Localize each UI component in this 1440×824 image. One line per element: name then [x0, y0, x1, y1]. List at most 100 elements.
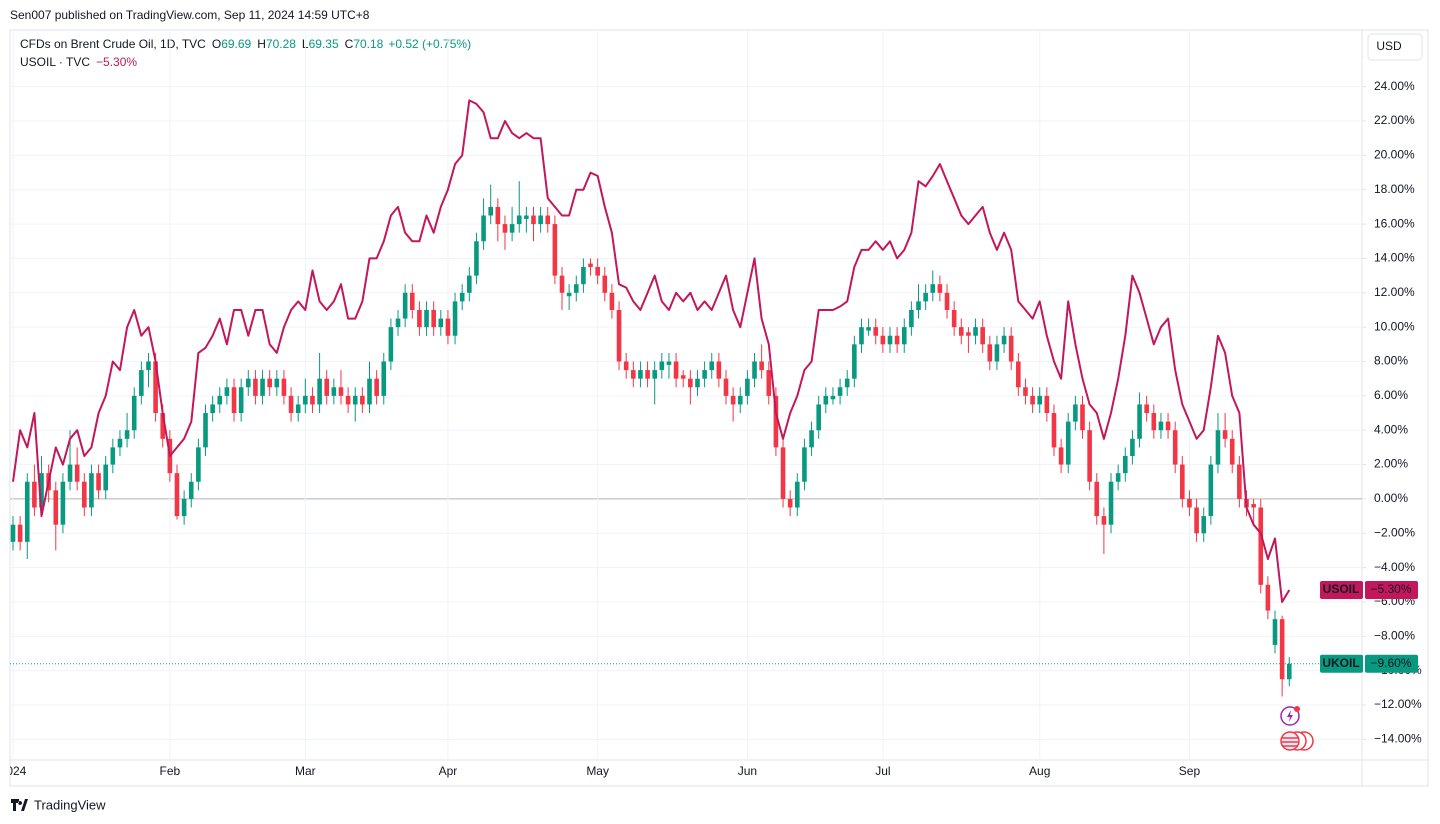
candle-body	[103, 464, 108, 491]
candle-body	[196, 447, 201, 482]
y-tick-label: 10.00%	[1374, 319, 1415, 333]
candle-body	[830, 395, 836, 400]
candle-body	[1030, 395, 1035, 405]
candle-body	[317, 378, 322, 405]
candle-body	[837, 387, 843, 396]
candle-body	[716, 361, 722, 379]
candle-body	[623, 361, 629, 371]
candle-body	[1194, 507, 1199, 534]
candle-body	[880, 335, 886, 345]
x-tick-label: Mar	[295, 764, 316, 778]
legend-series: USOIL · TVC	[20, 55, 90, 69]
legend-field-label: H	[257, 37, 266, 51]
badge-name-bg	[1320, 580, 1363, 599]
y-tick-label: −8.00%	[1374, 629, 1415, 643]
candle-body	[951, 309, 957, 328]
candle-body	[110, 447, 116, 465]
event-bolt	[1287, 710, 1293, 722]
x-tick-label: Aug	[1029, 764, 1050, 778]
candle-body	[545, 215, 551, 225]
candle-body	[502, 224, 508, 233]
candle-body	[474, 241, 479, 276]
candle-body	[459, 292, 465, 302]
candle-body	[916, 301, 921, 310]
x-tick-label: 2024	[0, 764, 27, 778]
currency[interactable]: USD	[1376, 39, 1402, 53]
candle-body	[1051, 413, 1057, 448]
badge-name-bg	[1320, 654, 1363, 673]
legend-field-value: 70.28	[266, 37, 296, 51]
candle-body	[680, 375, 686, 379]
candle-body	[595, 267, 600, 276]
badge-value: −5.30%	[1370, 582, 1411, 596]
candle-body	[1208, 464, 1214, 517]
y-tick-label: 18.00%	[1374, 182, 1415, 196]
y-tick-label: 12.00%	[1374, 285, 1415, 299]
candle-body	[631, 370, 636, 379]
candle-body	[1115, 473, 1121, 482]
publish-note: Sen007 published on TradingView.com, Sep…	[10, 8, 370, 22]
flag-icon[interactable]	[1280, 731, 1300, 751]
candle-body	[1037, 395, 1043, 405]
candle-body	[566, 292, 572, 297]
candle-body	[452, 301, 458, 336]
candle-body	[994, 344, 1000, 362]
candle-body	[260, 378, 265, 396]
y-tick-label: −4.00%	[1374, 560, 1415, 574]
candle-body	[374, 378, 379, 396]
candle-body	[787, 498, 793, 508]
candle-body	[117, 438, 123, 448]
candle-body	[1094, 481, 1100, 517]
candle-body	[488, 206, 494, 216]
brand: TradingView	[11, 797, 106, 812]
y-tick-label: 6.00%	[1374, 388, 1408, 402]
candle-body	[795, 481, 800, 508]
x-tick-label: Sep	[1179, 764, 1201, 778]
candle-body	[509, 224, 515, 233]
y-tick-label: 4.00%	[1374, 422, 1408, 436]
candle-body	[32, 481, 37, 508]
candle-body	[395, 318, 401, 328]
candle-body	[923, 292, 928, 302]
candle-body	[1222, 430, 1228, 439]
candle-body	[930, 284, 936, 293]
grid	[10, 30, 1362, 760]
candle-body	[1137, 404, 1142, 439]
candle-body	[524, 215, 529, 219]
candle-body	[944, 292, 950, 310]
candle-body	[181, 498, 187, 517]
y-tick-label: 0.00%	[1374, 491, 1408, 505]
candle-body	[238, 387, 244, 414]
event-dot	[1294, 706, 1300, 712]
candle-body	[310, 395, 315, 405]
candle-body	[702, 370, 707, 379]
x-tick-label: Feb	[160, 764, 181, 778]
candle-body	[281, 378, 287, 396]
candle-body	[17, 524, 23, 542]
brand-name: TradingView	[34, 797, 106, 812]
candle-body	[1101, 516, 1107, 525]
currency-button[interactable]	[1367, 33, 1423, 61]
candle-body	[723, 378, 729, 396]
candle-body	[1237, 464, 1242, 499]
candle-body	[402, 292, 408, 319]
candle-body	[652, 370, 657, 379]
candle-body	[331, 387, 337, 396]
candle-body	[174, 473, 180, 517]
candle-body	[666, 361, 672, 365]
candle-body	[901, 327, 907, 345]
candle-body	[352, 395, 358, 405]
candle-body	[602, 275, 608, 293]
y-tick-label: 8.00%	[1374, 354, 1408, 368]
candle-body	[973, 327, 978, 336]
candle-body	[673, 361, 679, 379]
candle-body	[324, 378, 330, 396]
candle-body	[516, 215, 522, 225]
legend-title: CFDs on Brent Crude Oil, 1D, TVC	[20, 37, 206, 51]
legend-row: USOIL · TVC −5.30%	[20, 55, 137, 69]
candle-body	[139, 370, 144, 396]
candle-body	[773, 395, 779, 448]
candle-body	[1008, 335, 1014, 362]
